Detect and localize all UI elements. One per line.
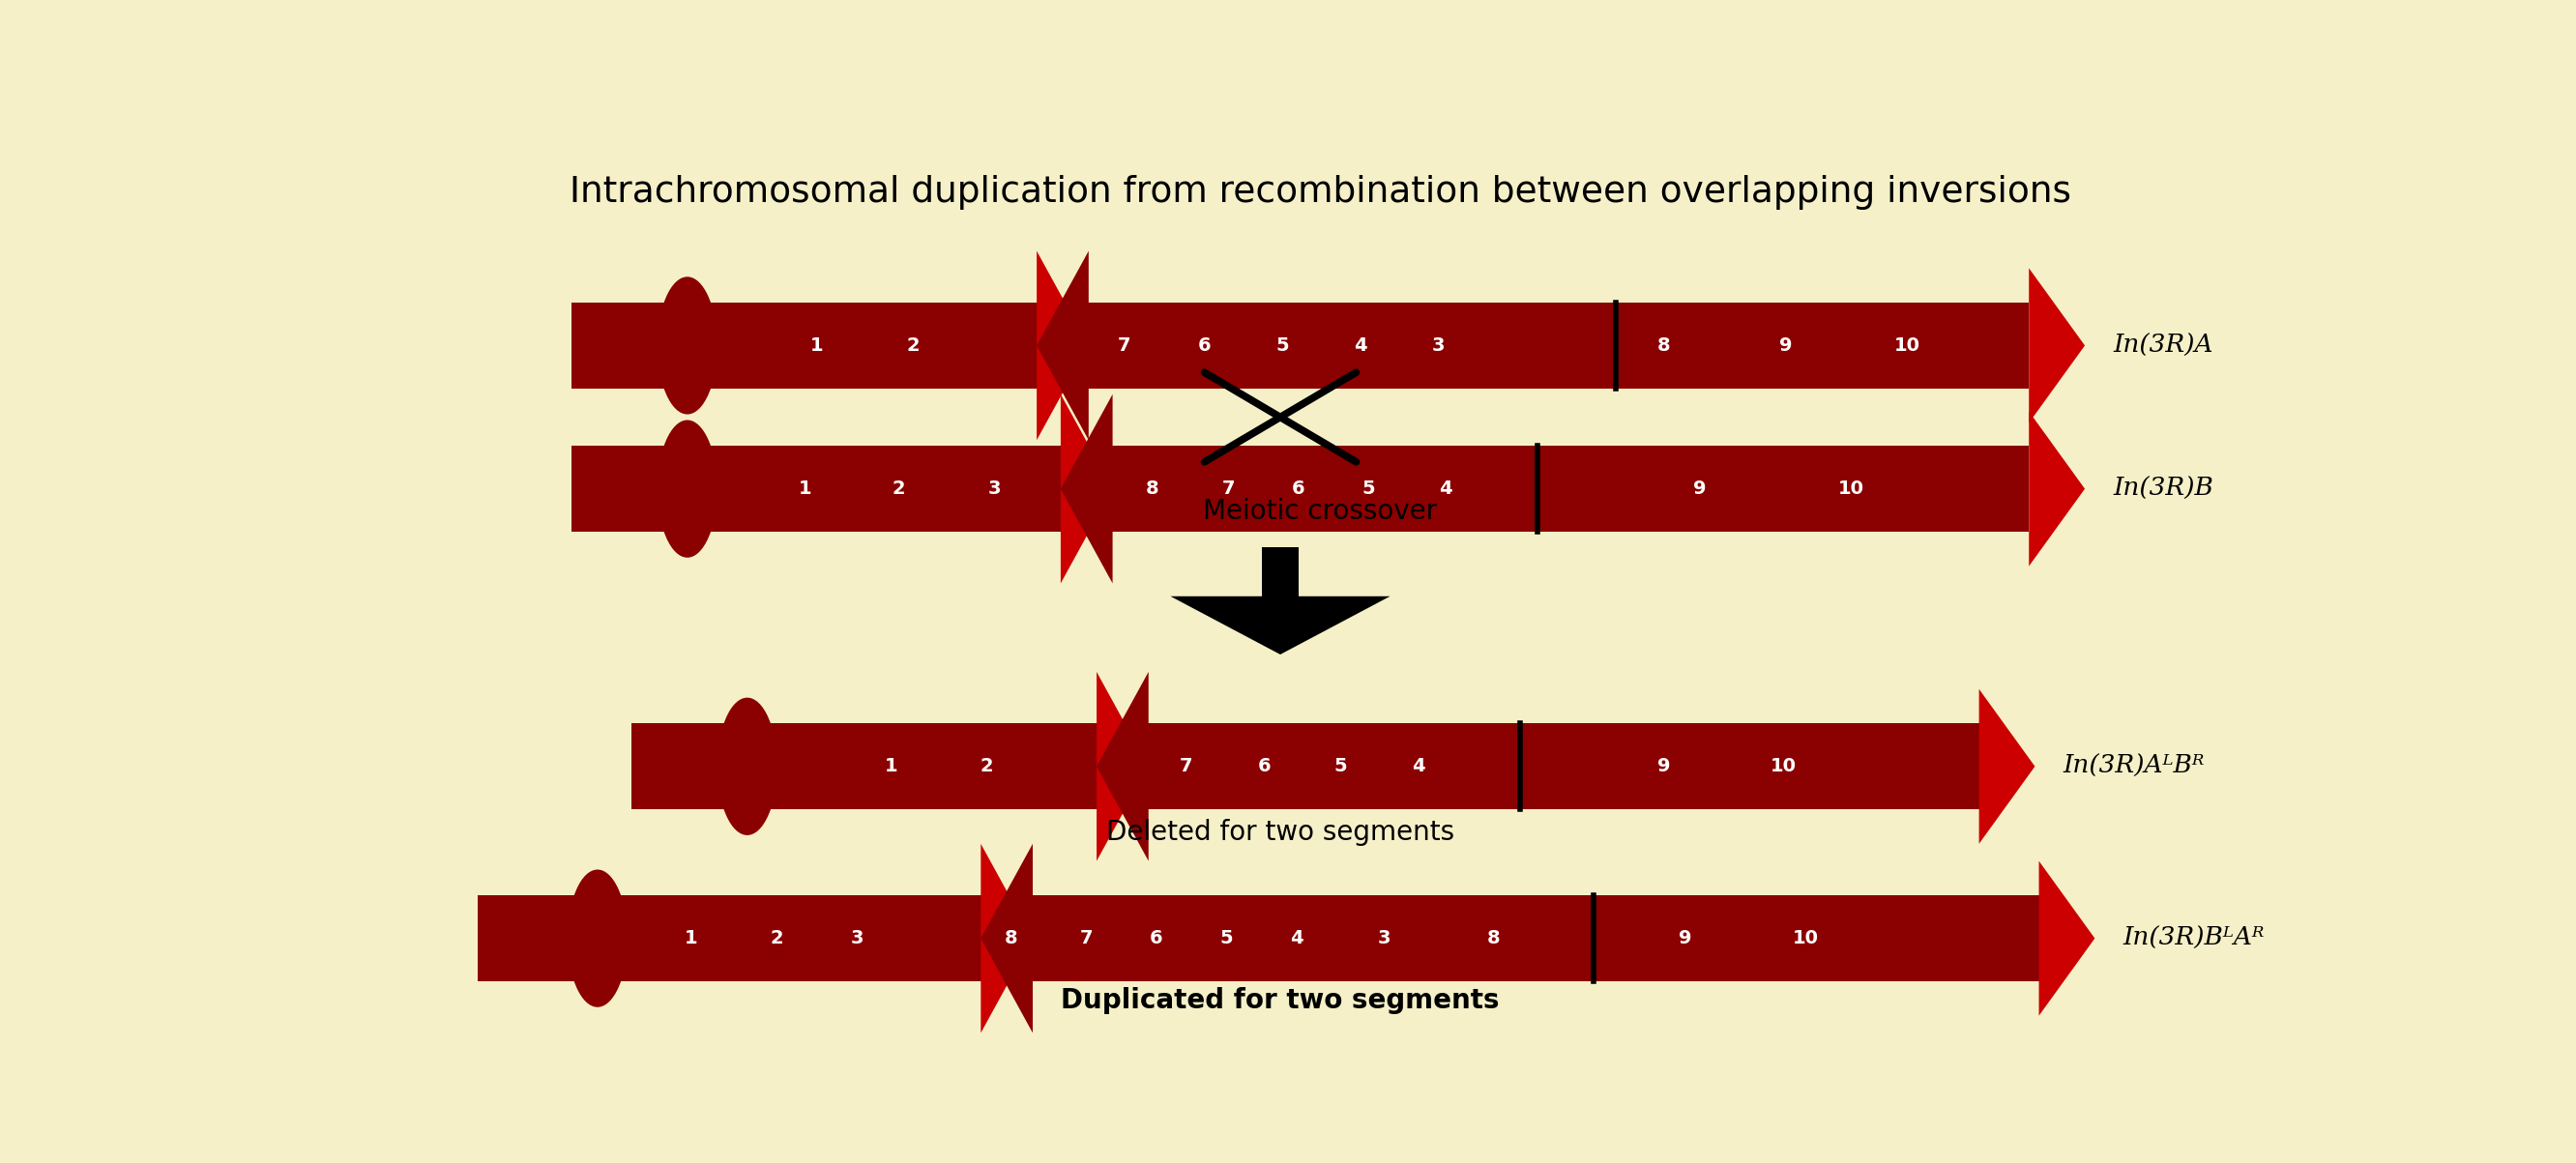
Text: Intrachromosomal duplication from recombination between overlapping inversions: Intrachromosomal duplication from recomb… [569, 176, 2071, 211]
Polygon shape [1036, 251, 1090, 440]
Text: 1: 1 [884, 757, 896, 776]
Polygon shape [2030, 412, 2084, 566]
Polygon shape [2038, 861, 2094, 1015]
Text: 10: 10 [1770, 757, 1795, 776]
Polygon shape [2030, 269, 2084, 423]
Text: 9: 9 [1780, 336, 1793, 355]
Text: In(3R)A: In(3R)A [2112, 334, 2213, 357]
Text: 4: 4 [1412, 757, 1425, 776]
Text: 9: 9 [1692, 479, 1705, 498]
Bar [572, 302, 2030, 388]
Text: Duplicated for two segments: Duplicated for two segments [1061, 987, 1499, 1014]
Text: 5: 5 [1275, 336, 1288, 355]
Text: 3: 3 [1378, 929, 1391, 948]
Text: 2: 2 [981, 757, 994, 776]
Ellipse shape [657, 277, 716, 414]
Text: 3: 3 [1432, 336, 1445, 355]
Text: 8: 8 [1146, 479, 1159, 498]
Polygon shape [1036, 251, 1090, 440]
Polygon shape [1097, 672, 1149, 861]
Polygon shape [1978, 688, 2035, 844]
Text: 7: 7 [1180, 757, 1193, 776]
Text: 9: 9 [1656, 757, 1669, 776]
Text: 6: 6 [1198, 336, 1211, 355]
Text: 1: 1 [799, 479, 811, 498]
Polygon shape [981, 844, 1033, 1033]
Text: 6: 6 [1149, 929, 1164, 948]
Text: 2: 2 [907, 336, 920, 355]
Text: 10: 10 [1893, 336, 1919, 355]
Ellipse shape [716, 698, 778, 835]
Text: 6: 6 [1291, 479, 1306, 498]
Text: 7: 7 [1079, 929, 1092, 948]
Text: 7: 7 [1118, 336, 1131, 355]
Text: 1: 1 [811, 336, 824, 355]
Text: 6: 6 [1257, 757, 1270, 776]
Text: 4: 4 [1352, 336, 1368, 355]
Polygon shape [1061, 394, 1113, 584]
Polygon shape [981, 844, 1033, 1033]
Text: 8: 8 [1486, 929, 1499, 948]
Text: 9: 9 [1680, 929, 1692, 948]
Text: 5: 5 [1334, 757, 1347, 776]
Bar [572, 445, 2030, 531]
Text: 8: 8 [1656, 336, 1669, 355]
Text: 3: 3 [989, 479, 1002, 498]
Text: Meiotic crossover: Meiotic crossover [1203, 498, 1437, 525]
Text: 4: 4 [1440, 479, 1453, 498]
Polygon shape [1097, 672, 1149, 861]
Ellipse shape [657, 420, 716, 557]
Text: 5: 5 [1363, 479, 1376, 498]
Polygon shape [1061, 394, 1113, 584]
Text: 8: 8 [1005, 929, 1018, 948]
Polygon shape [1170, 597, 1391, 655]
Text: In(3R)B: In(3R)B [2112, 477, 2213, 501]
Text: 1: 1 [685, 929, 698, 948]
Text: 10: 10 [1793, 929, 1819, 948]
Text: 4: 4 [1291, 929, 1303, 948]
Bar [631, 723, 1978, 809]
Text: 3: 3 [850, 929, 863, 948]
Text: 7: 7 [1221, 479, 1234, 498]
Text: In(3R)AᴸBᴿ: In(3R)AᴸBᴿ [2063, 755, 2205, 778]
Text: 10: 10 [1839, 479, 1865, 498]
Text: 5: 5 [1221, 929, 1234, 948]
Text: In(3R)BᴸAᴿ: In(3R)BᴸAᴿ [2123, 926, 2264, 950]
Bar [477, 896, 2040, 982]
Bar [1262, 547, 1298, 601]
Ellipse shape [567, 870, 629, 1007]
Text: 2: 2 [891, 479, 907, 498]
Text: Deleted for two segments: Deleted for two segments [1105, 819, 1455, 847]
Text: 2: 2 [770, 929, 783, 948]
